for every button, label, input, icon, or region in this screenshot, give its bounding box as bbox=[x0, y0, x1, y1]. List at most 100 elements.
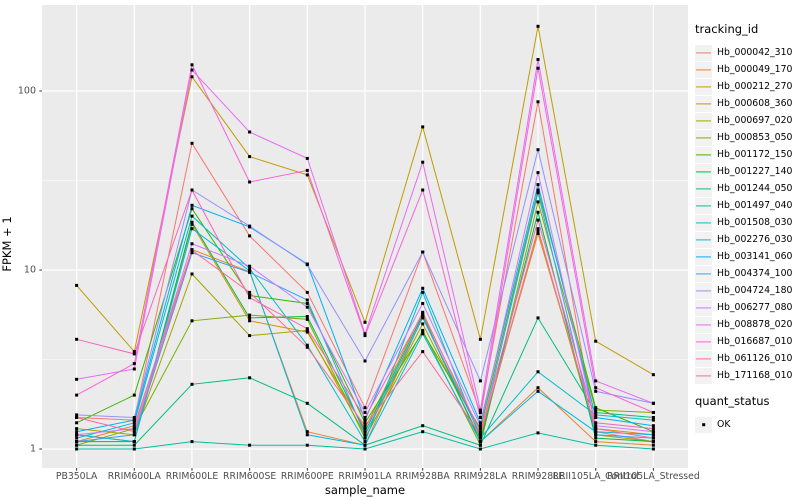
legend-item: Hb_001508_030 bbox=[695, 214, 799, 231]
data-point bbox=[651, 443, 655, 447]
x-tick-label: RRIM600LE bbox=[165, 471, 219, 482]
data-point bbox=[478, 411, 482, 414]
legend-item: Hb_016687_010 bbox=[695, 333, 799, 350]
data-point bbox=[248, 443, 252, 447]
data-point bbox=[478, 379, 482, 383]
legend-key-swatch bbox=[695, 299, 712, 316]
data-point bbox=[132, 416, 136, 419]
data-point bbox=[421, 302, 425, 305]
data-point bbox=[536, 232, 540, 235]
data-point bbox=[536, 58, 540, 61]
data-point bbox=[132, 421, 136, 425]
legend-item-label: Hb_001227_140 bbox=[717, 166, 793, 177]
data-point bbox=[363, 436, 367, 440]
data-point bbox=[594, 379, 598, 383]
data-point bbox=[75, 413, 79, 417]
data-point bbox=[363, 334, 367, 338]
legend-line-icon bbox=[696, 306, 711, 309]
data-point bbox=[248, 316, 252, 320]
data-point bbox=[363, 447, 367, 451]
data-point bbox=[305, 290, 309, 294]
data-point bbox=[305, 330, 309, 334]
legend-item: Hb_006277_080 bbox=[695, 299, 799, 316]
data-point bbox=[132, 362, 136, 366]
legend-item: Hb_000608_360 bbox=[695, 95, 799, 112]
legend-line-icon bbox=[696, 68, 711, 71]
data-point bbox=[363, 421, 367, 425]
data-point bbox=[305, 401, 309, 405]
legend-line-icon bbox=[696, 85, 711, 88]
data-point bbox=[536, 229, 540, 233]
legend-line-icon bbox=[696, 272, 711, 275]
data-point bbox=[190, 440, 194, 444]
data-point bbox=[478, 436, 482, 440]
legend-line-icon bbox=[696, 323, 711, 326]
data-point bbox=[363, 359, 367, 363]
data-point bbox=[421, 424, 425, 428]
data-point bbox=[248, 264, 252, 268]
data-point bbox=[75, 421, 79, 425]
data-point bbox=[248, 319, 252, 323]
legend-item: Hb_002276_030 bbox=[695, 231, 799, 248]
data-point bbox=[478, 427, 482, 431]
x-tick-label: RRIM928BA bbox=[395, 471, 450, 482]
data-point bbox=[75, 430, 79, 434]
data-point bbox=[363, 443, 367, 447]
data-point bbox=[536, 218, 540, 222]
data-point bbox=[651, 401, 655, 405]
legend-line-icon bbox=[696, 221, 711, 224]
x-axis-title: sample_name bbox=[324, 483, 406, 497]
legend-key-swatch bbox=[695, 282, 712, 299]
data-point bbox=[75, 427, 79, 431]
legend-item: Hb_001227_140 bbox=[695, 163, 799, 180]
data-point bbox=[132, 424, 136, 428]
legend-item: Hb_001497_040 bbox=[695, 197, 799, 214]
legend-item: Hb_000049_170 bbox=[695, 61, 799, 78]
data-point bbox=[651, 430, 655, 434]
data-point bbox=[363, 416, 367, 419]
data-point bbox=[363, 411, 367, 414]
data-point bbox=[75, 433, 79, 437]
data-point bbox=[651, 411, 655, 414]
data-point bbox=[651, 436, 655, 440]
data-point bbox=[363, 433, 367, 437]
data-point bbox=[132, 447, 136, 451]
legend-key-swatch bbox=[695, 197, 712, 214]
data-point bbox=[421, 328, 425, 332]
legend2-items: OK bbox=[695, 416, 799, 433]
data-point bbox=[594, 424, 598, 428]
data-point bbox=[594, 386, 598, 390]
data-point bbox=[594, 411, 598, 414]
data-point bbox=[651, 447, 655, 451]
y-axis-title: FPKM + 1 bbox=[0, 216, 14, 272]
data-point bbox=[594, 408, 598, 412]
data-point bbox=[248, 313, 252, 317]
data-point bbox=[190, 222, 194, 226]
data-point bbox=[363, 320, 367, 324]
data-point bbox=[190, 220, 194, 224]
data-point bbox=[421, 160, 425, 164]
data-point bbox=[421, 322, 425, 326]
data-point bbox=[75, 416, 79, 419]
legend-item: Hb_000212_270 bbox=[695, 78, 799, 95]
legend-line-icon bbox=[696, 357, 711, 360]
legend-key-swatch bbox=[695, 367, 712, 384]
legend-item: Hb_004374_100 bbox=[695, 265, 799, 282]
legend-line-icon bbox=[696, 340, 711, 343]
data-point bbox=[190, 188, 194, 192]
legend-key-swatch bbox=[695, 248, 712, 265]
legend-items: Hb_000042_310 Hb_000049_170 Hb_000212_270 H… bbox=[695, 44, 799, 384]
legend-line-icon bbox=[696, 153, 711, 156]
data-point bbox=[421, 312, 425, 316]
data-point bbox=[478, 443, 482, 447]
legend-item: Hb_008878_020 bbox=[695, 316, 799, 333]
data-point bbox=[536, 389, 540, 393]
data-point bbox=[248, 270, 252, 274]
data-point bbox=[75, 377, 79, 381]
legend-key-swatch bbox=[695, 95, 712, 112]
data-point bbox=[190, 63, 194, 67]
legend-item-label: Hb_000042_310 bbox=[717, 47, 793, 58]
data-point bbox=[536, 188, 540, 192]
data-point bbox=[478, 408, 482, 412]
